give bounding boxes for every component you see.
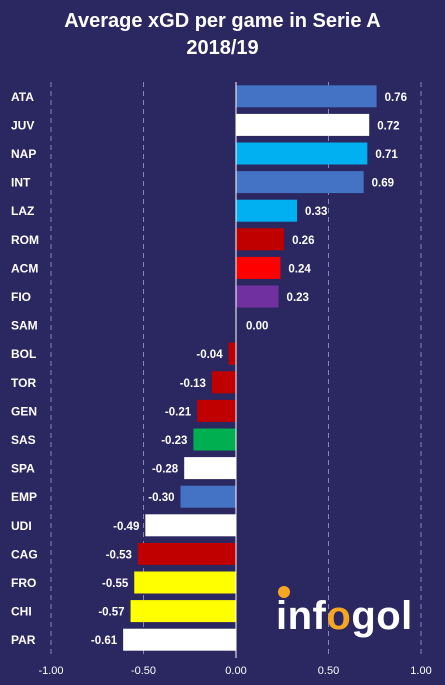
category-label: EMP (11, 490, 37, 504)
data-label: 0.00 (246, 321, 268, 333)
bar (236, 228, 285, 251)
category-label: CAG (11, 547, 38, 561)
data-label: -0.13 (180, 378, 206, 390)
bar (236, 171, 364, 194)
bar (197, 399, 236, 422)
category-label: LAZ (11, 204, 34, 218)
x-tick-label: 0.50 (318, 665, 339, 677)
infogol-logo: infogol (276, 586, 413, 636)
category-label: ROM (11, 233, 39, 247)
data-label: -0.55 (102, 578, 129, 590)
data-label: 0.72 (377, 120, 399, 132)
chart-title: Average xGD per game in Serie A 2018/19 (0, 8, 445, 62)
category-label: UDI (11, 519, 32, 533)
bar (180, 485, 236, 508)
bar (236, 199, 298, 222)
bar (236, 285, 279, 308)
category-label: JUV (11, 118, 34, 132)
bar (130, 600, 236, 623)
data-label: 0.76 (385, 92, 407, 104)
data-label: 0.69 (372, 178, 394, 190)
category-label: SPA (11, 462, 35, 476)
category-label: SAS (11, 433, 36, 447)
bar (123, 628, 236, 651)
x-tick-label: -0.50 (131, 665, 156, 677)
category-label: BOL (11, 347, 36, 361)
category-label: FIO (11, 290, 31, 304)
chart-title-line-2: 2018/19 (186, 37, 259, 59)
data-label: -0.21 (165, 406, 192, 418)
data-label: -0.49 (113, 521, 139, 533)
chart-title-line-1: Average xGD per game in Serie A (64, 10, 381, 32)
category-label: ACM (11, 261, 38, 275)
bar (236, 85, 377, 108)
data-label: 0.33 (305, 206, 327, 218)
category-label: PAR (11, 633, 36, 647)
bar (236, 256, 281, 279)
x-tick-label: 1.00 (410, 665, 431, 677)
data-label: -0.23 (161, 435, 187, 447)
data-label: -0.28 (152, 464, 179, 476)
data-label: -0.30 (148, 492, 174, 504)
bar (236, 113, 370, 136)
bar (211, 371, 236, 394)
category-label: TOR (11, 376, 36, 390)
data-label: -0.04 (196, 349, 223, 361)
data-label: 0.24 (288, 263, 311, 275)
data-label: 0.23 (287, 292, 309, 304)
category-label: ATA (11, 90, 34, 104)
category-label: NAP (11, 147, 36, 161)
data-label: 0.71 (375, 149, 398, 161)
category-label: FRO (11, 576, 36, 590)
bar (228, 342, 236, 365)
category-label: GEN (11, 404, 37, 418)
bar (134, 571, 236, 594)
data-label: -0.57 (98, 607, 124, 619)
category-label: SAM (11, 319, 38, 333)
x-tick-label: -1.00 (38, 665, 63, 677)
data-label: -0.61 (91, 635, 118, 647)
bar (137, 542, 236, 565)
x-tick-label: 0.00 (225, 665, 246, 677)
bar (184, 457, 236, 480)
bar (193, 428, 236, 451)
bar (145, 514, 236, 537)
category-label: INT (11, 176, 31, 190)
category-label: CHI (11, 605, 32, 619)
data-label: -0.53 (106, 549, 132, 561)
data-label: 0.26 (292, 235, 314, 247)
bar (236, 142, 368, 165)
football-icon (278, 586, 290, 598)
